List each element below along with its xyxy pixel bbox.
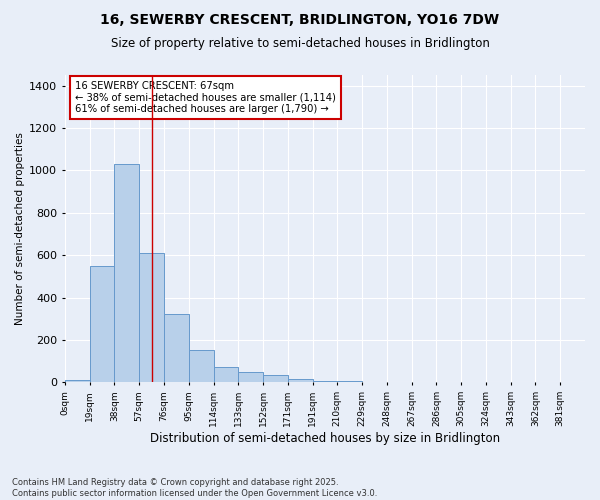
Bar: [288, 378, 313, 382]
Bar: [139, 253, 164, 382]
Text: 16, SEWERBY CRESCENT, BRIDLINGTON, YO16 7DW: 16, SEWERBY CRESCENT, BRIDLINGTON, YO16 …: [100, 12, 500, 26]
Text: Contains HM Land Registry data © Crown copyright and database right 2025.
Contai: Contains HM Land Registry data © Crown c…: [12, 478, 377, 498]
Bar: [89, 266, 115, 382]
Bar: [115, 164, 139, 382]
Bar: [65, 380, 89, 382]
Bar: [164, 314, 189, 382]
X-axis label: Distribution of semi-detached houses by size in Bridlington: Distribution of semi-detached houses by …: [150, 432, 500, 445]
Text: 16 SEWERBY CRESCENT: 67sqm
← 38% of semi-detached houses are smaller (1,114)
61%: 16 SEWERBY CRESCENT: 67sqm ← 38% of semi…: [76, 81, 336, 114]
Bar: [214, 366, 238, 382]
Bar: [189, 350, 214, 382]
Bar: [238, 372, 263, 382]
Bar: [263, 375, 288, 382]
Y-axis label: Number of semi-detached properties: Number of semi-detached properties: [15, 132, 25, 325]
Text: Size of property relative to semi-detached houses in Bridlington: Size of property relative to semi-detach…: [110, 38, 490, 51]
